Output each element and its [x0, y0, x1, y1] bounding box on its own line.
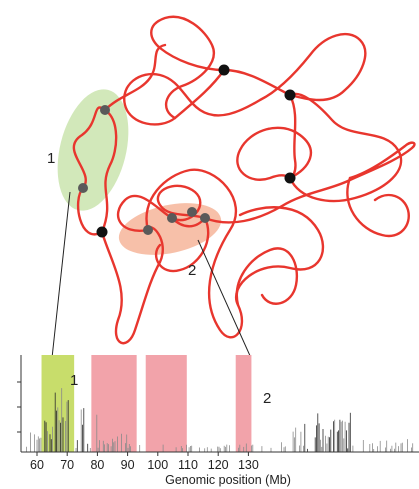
x-tick-label: 60	[30, 458, 44, 472]
x-tick-label: 90	[121, 458, 135, 472]
anchor-black-point	[284, 89, 296, 101]
anchor-black-point	[96, 226, 108, 238]
domain-2-label: 2	[188, 262, 196, 279]
x-tick-label: 100	[147, 458, 168, 472]
anchor-black-point	[284, 172, 296, 184]
track-domain-2-label: 2	[263, 390, 271, 407]
highlight-region	[235, 355, 252, 452]
chromatin-chain	[72, 15, 416, 345]
domain-1-label: 1	[47, 150, 55, 167]
anchor-gray-point	[78, 183, 88, 193]
leader-line-domain-1	[51, 191, 71, 359]
x-tick-label: 70	[60, 458, 74, 472]
highlight-region	[145, 355, 187, 452]
signal-bars	[26, 388, 414, 452]
domain-1-ellipse	[57, 89, 129, 211]
x-tick-label: 110	[178, 458, 198, 472]
anchor-black-point	[218, 64, 230, 76]
x-axis-ticks: 60 70 80 90 100 110 120 130	[30, 452, 259, 472]
x-tick-label: 130	[238, 458, 259, 472]
anchor-gray-point	[167, 213, 177, 223]
anchor-points	[78, 64, 296, 238]
x-axis-title: Genomic position (Mb)	[165, 473, 291, 487]
x-tick-label: 80	[90, 458, 104, 472]
track-domain-1-label: 1	[70, 372, 78, 389]
anchor-gray-point	[143, 225, 153, 235]
track-frame	[21, 355, 419, 452]
genomic-track: 60 70 80 90 100 110 120 130 1 2 Genomic positio…	[17, 355, 419, 487]
highlight-region	[91, 355, 137, 452]
anchor-gray-point	[100, 105, 110, 115]
x-tick-label: 120	[208, 458, 229, 472]
anchor-gray-point	[200, 213, 210, 223]
anchor-gray-point	[187, 207, 197, 217]
